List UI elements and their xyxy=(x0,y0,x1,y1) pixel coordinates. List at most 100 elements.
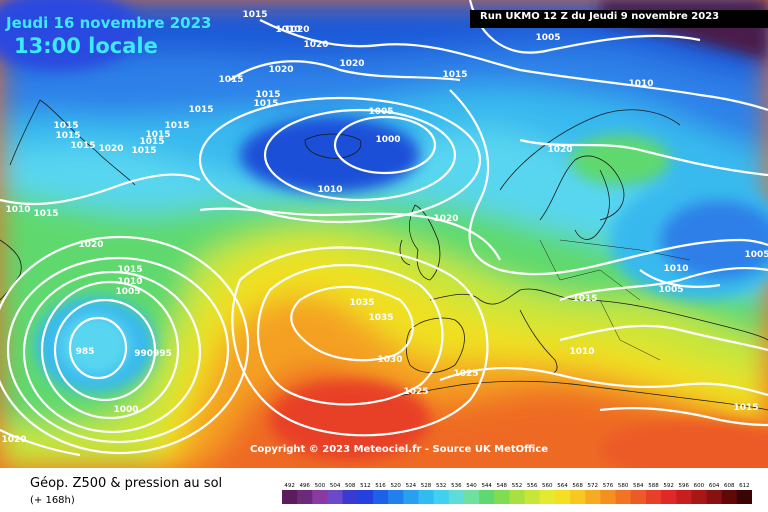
scale-label: 580 xyxy=(618,483,629,489)
scale-swatch xyxy=(539,490,556,504)
forecast-date: Jeudi 16 novembre 2023 xyxy=(6,14,212,32)
scale-swatch xyxy=(494,490,510,504)
isobar-label: 1015 xyxy=(53,121,78,131)
scale-swatch xyxy=(357,490,374,504)
isobar-label: 1020 xyxy=(78,240,103,250)
scale-label: 516 xyxy=(375,483,386,489)
isobar-label: 1015 xyxy=(55,131,80,141)
scale-label: 544 xyxy=(481,483,492,489)
isobar-label: 1005 xyxy=(658,285,683,295)
scale-swatch xyxy=(297,490,313,504)
scale-swatch xyxy=(448,490,465,504)
isobar-label: 1010 xyxy=(117,277,142,287)
scale-swatch xyxy=(736,490,752,504)
scale-swatch xyxy=(342,490,359,504)
pressure-geopotential-map: 1015101010201020102010201005101510101015… xyxy=(0,0,768,468)
isobar-label: 1035 xyxy=(349,298,374,308)
isobar-label: 1015 xyxy=(242,10,267,20)
scale-swatch xyxy=(600,490,616,504)
isobar-label: 1015 xyxy=(218,75,243,85)
scale-swatch xyxy=(585,490,601,504)
scale-swatch xyxy=(570,490,586,504)
run-info-text: Run UKMO 12 Z du Jeudi 9 novembre 2023 xyxy=(480,11,720,22)
scale-swatch xyxy=(479,490,495,504)
scale-label: 540 xyxy=(466,483,477,489)
map-footer: Géop. Z500 & pression au sol (+ 168h) 49… xyxy=(0,468,768,512)
isobar-label: 1020 xyxy=(98,144,123,154)
isobar-label: 1020 xyxy=(433,214,458,224)
scale-label: 552 xyxy=(512,483,523,489)
isobar-label: 1015 xyxy=(164,121,189,131)
scale-swatch xyxy=(433,490,450,504)
isobar-label: 1005 xyxy=(744,250,768,260)
isobar-label: 1020 xyxy=(268,65,293,75)
copyright-notice: Copyright © 2023 Meteociel.fr - Source U… xyxy=(250,444,549,455)
isobar-label: 1010 xyxy=(5,205,30,215)
forecast-time: 13:00 locale xyxy=(14,34,158,58)
isobar-label: 1015 xyxy=(572,294,597,304)
scale-label: 560 xyxy=(542,483,553,489)
isobar-label: 1020 xyxy=(1,435,26,445)
scale-label: 608 xyxy=(724,483,735,489)
isobar-labels: 1015101010201020102010201005101510101015… xyxy=(1,10,768,445)
isobar-label: 1010 xyxy=(569,347,594,357)
isobar-label: 1005 xyxy=(368,107,393,117)
scale-label: 568 xyxy=(572,483,583,489)
isobar-label: 990995 xyxy=(134,349,172,359)
scale-swatch xyxy=(661,490,677,504)
scale-swatch xyxy=(721,490,738,504)
isobar-label: 1010 xyxy=(628,79,653,89)
isobar-label: 1005 xyxy=(535,33,560,43)
isobar-label: 1015 xyxy=(188,105,213,115)
isobar-label: 1010 xyxy=(317,185,342,195)
isobar-label: 1005 xyxy=(115,287,140,297)
isobar-label: 1015 xyxy=(733,403,758,413)
scale-label: 524 xyxy=(406,483,417,489)
isobar-label: 1015 xyxy=(255,90,280,100)
isobar-label: 1020 xyxy=(284,25,309,35)
isobar-label: 985 xyxy=(76,347,95,357)
scale-label: 596 xyxy=(679,483,690,489)
isobar-label: 1020 xyxy=(547,145,572,155)
scale-label: 600 xyxy=(694,483,705,489)
scale-label: 572 xyxy=(588,483,599,489)
run-info-box xyxy=(470,10,768,28)
scale-label: 548 xyxy=(497,483,508,489)
scale-swatch xyxy=(691,490,707,504)
isobar-label: 1025 xyxy=(453,369,478,379)
isobar-label: 1020 xyxy=(303,40,328,50)
scale-swatch xyxy=(388,490,404,504)
scale-label: 504 xyxy=(330,483,341,489)
isobar-label: 1015 xyxy=(70,141,95,151)
scale-label: 576 xyxy=(603,483,614,489)
scale-label: 612 xyxy=(739,483,750,489)
color-scale-legend: 492 496 500 504 508 512 516 520 524 528 532 536 540 5… xyxy=(282,483,752,504)
scale-label: 492 xyxy=(284,483,295,489)
isobar-label: 1015 xyxy=(131,146,156,156)
forecast-range: (+ 168h) xyxy=(30,495,75,506)
isobar-label: 1020 xyxy=(339,59,364,69)
scale-swatch xyxy=(524,490,541,504)
isobar-label: 1015 xyxy=(442,70,467,80)
scale-swatch xyxy=(312,490,328,504)
scale-swatch xyxy=(463,490,480,504)
scale-swatch xyxy=(630,490,647,504)
scale-label: 564 xyxy=(557,483,568,489)
scale-label: 508 xyxy=(345,483,356,489)
scale-swatch xyxy=(706,490,722,504)
scale-swatch xyxy=(676,490,692,504)
scale-label: 496 xyxy=(299,483,310,489)
isobar-label: 1010 xyxy=(275,25,300,35)
scale-swatch xyxy=(554,490,571,504)
isobars xyxy=(0,0,768,457)
scale-label: 532 xyxy=(436,483,447,489)
isobar-label: 1000 xyxy=(113,405,138,415)
isobar-label: 1025 xyxy=(403,387,428,397)
scale-swatch xyxy=(418,490,434,504)
isobar-label: 1010 xyxy=(663,264,688,274)
scale-swatch xyxy=(373,490,389,504)
scale-label: 584 xyxy=(633,483,644,489)
scale-label: 536 xyxy=(451,483,462,489)
scale-label: 500 xyxy=(315,483,326,489)
